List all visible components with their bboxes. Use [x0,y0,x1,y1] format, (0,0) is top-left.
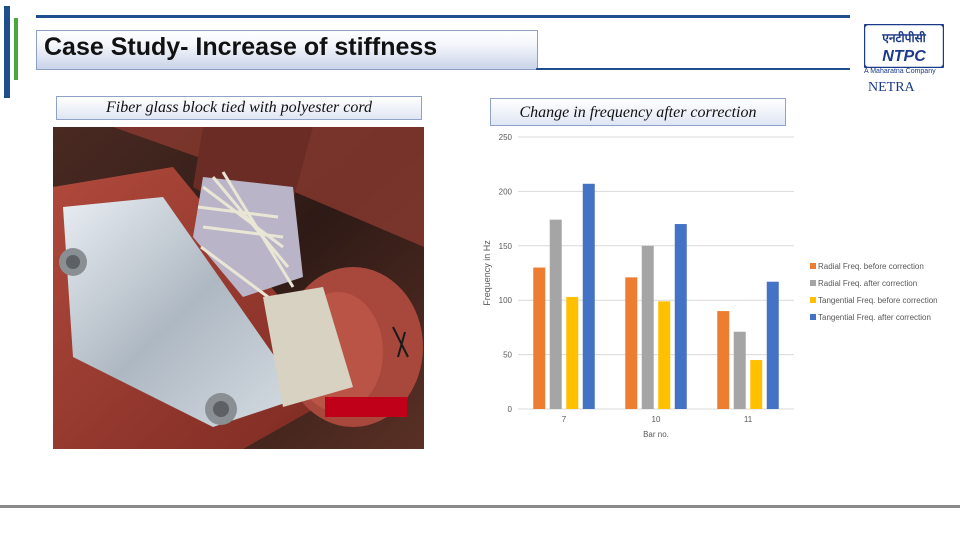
bar [533,267,546,409]
y-tick-label: 0 [508,405,513,414]
y-tick-label: 100 [499,296,513,305]
bar [733,331,746,409]
bar [641,245,654,409]
y-tick-label: 150 [499,242,513,251]
legend-swatch [810,280,816,286]
bar [582,183,595,409]
legend-swatch [810,314,816,320]
netra-label: NETRA [868,80,915,95]
chart-caption: Change in frequency after correction [490,98,786,126]
photo-caption: Fiber glass block tied with polyester co… [56,96,422,120]
bar [658,301,671,409]
x-tick-label: 7 [562,415,567,424]
bar [766,281,779,409]
legend-label: Tangential Freq. before correction [818,296,938,305]
legend-label: Radial Freq. after correction [818,279,917,288]
accent-bar-blue [4,6,10,98]
title-banner [36,30,538,70]
x-axis-label: Bar no. [643,430,669,439]
x-tick-label: 10 [652,415,661,424]
y-tick-label: 250 [499,133,513,142]
y-tick-label: 200 [499,187,513,196]
bar [566,296,579,409]
legend-swatch [810,263,816,269]
logo-hindi-text: एनटीपीसी [881,31,926,45]
logo-tagline: A Maharatna Company [864,68,936,75]
legend-label: Radial Freq. before correction [818,262,924,271]
y-tick-label: 50 [503,351,512,360]
title-underline [536,68,850,70]
page-title: Case Study- Increase of stiffness [44,33,438,61]
logo-ntpc-text: NTPC [882,48,926,65]
frequency-chart: 0 50 100 150 200 250 7 10 11 Bar no. Frequency in … [478,128,948,450]
y-axis-label: Frequency in Hz [482,240,492,306]
legend-label: Tangential Freq. after correction [818,313,931,322]
bar [750,360,763,409]
legend-swatch [810,297,816,303]
ntpc-logo: एनटीपीसी NTPC [862,22,946,70]
x-tick-label: 11 [744,415,753,424]
footer-rule [0,505,960,508]
header-rule [36,15,850,18]
bar [674,224,687,409]
fiber-glass-block-photo [53,127,424,449]
bar [549,219,562,409]
accent-bar-green [14,18,18,80]
bar [625,277,638,409]
bar [717,311,730,409]
